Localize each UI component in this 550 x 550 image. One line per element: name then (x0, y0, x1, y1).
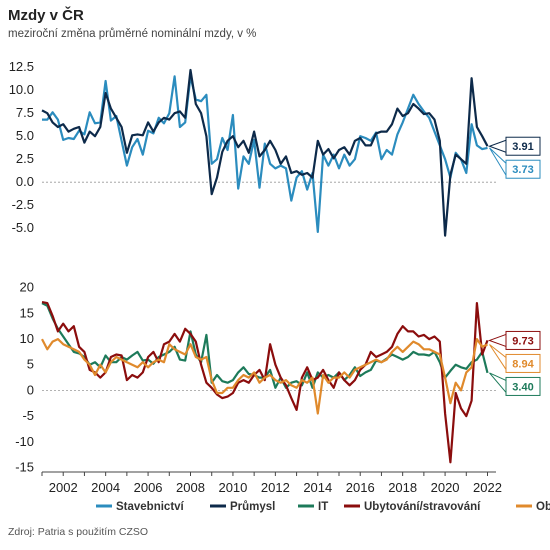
x-tick-label: 2010 (218, 480, 247, 495)
value-callout-label: 3.91 (512, 141, 533, 153)
chart-subtitle: meziroční změna průměrné nominální mzdy,… (8, 28, 256, 40)
y-tick-label: 15 (20, 305, 34, 320)
y-tick-label: -10 (15, 434, 34, 449)
x-tick-label: 2014 (303, 480, 332, 495)
x-tick-label: 2018 (388, 480, 417, 495)
x-tick-label: 2006 (134, 480, 163, 495)
legend-label-ubytovani-stravovani: Ubytování/stravování (364, 501, 481, 513)
legend-label-stavebnictvi: Stavebnictví (116, 501, 185, 513)
value-callout-label: 9.73 (512, 335, 533, 347)
legend-label-prumysl: Průmysl (230, 501, 275, 513)
callout-pointer (489, 344, 507, 372)
series-line-obchod (41, 338, 488, 415)
value-callout-obchod (505, 353, 541, 373)
x-axis: 2002 2004 2006 2008 2010 2012 2014 2016 2018 2020… (41, 471, 502, 495)
x-tick-label: 2020 (431, 480, 460, 495)
x-tick-label: 2022 (473, 480, 502, 495)
value-callout-it (505, 376, 541, 396)
value-callout-ubytovani-stravovani (505, 330, 541, 350)
value-callout-label: 8.94 (512, 358, 534, 370)
y-tick-label: -5 (22, 408, 34, 423)
value-callout-label: 3.73 (512, 164, 533, 176)
value-callout-stavebnictvi (505, 159, 541, 179)
legend-label-obchod: Obchod (536, 501, 550, 513)
callout-pointer (489, 147, 507, 178)
legend: Stavebnictví Průmysl IT Ubytování/stravován… (96, 501, 550, 513)
x-tick-label: 2016 (346, 480, 375, 495)
bottom-panel: 20 15 10 5 0 -5 -10 -15 9.73 8.94 3.40 (15, 280, 541, 474)
x-tick-label: 2012 (261, 480, 290, 495)
y-tick-label: 2.5 (16, 151, 34, 166)
y-tick-label: 5 (27, 357, 34, 372)
y-tick-label: 20 (20, 280, 34, 295)
x-tick-label: 2004 (91, 480, 120, 495)
y-tick-label: -2.5 (12, 197, 34, 212)
y-tick-label: 10.0 (9, 82, 34, 97)
series-line-ubytovani-stravovani (41, 301, 489, 464)
value-callout-label: 3.40 (512, 381, 533, 393)
y-tick-label: 12.5 (9, 59, 34, 74)
y-tick-label: 10 (20, 331, 34, 346)
y-tick-label: 0.0 (16, 174, 34, 189)
y-tick-label: 5.0 (16, 128, 34, 143)
y-tick-label: 0 (27, 382, 34, 397)
top-panel: 12.5 10.0 7.5 5.0 2.5 0.0 -2.5 -5.0 3.91 3.73 (9, 59, 541, 237)
y-tick-label: -5.0 (12, 220, 34, 235)
legend-label-it: IT (318, 501, 328, 513)
x-tick-label: 2008 (176, 480, 205, 495)
source-note: Zdroj: Patria s použitím CZSO (8, 526, 148, 538)
chart-title: Mzdy v ČR (8, 6, 84, 24)
value-callout-prumysl (505, 136, 541, 156)
callout-pointer (489, 372, 507, 394)
y-tick-label: 7.5 (16, 105, 34, 120)
y-tick-label: -15 (15, 459, 34, 474)
callout-pointer (488, 333, 507, 348)
series-line-prumysl (41, 68, 489, 237)
x-tick-label: 2002 (49, 480, 78, 495)
